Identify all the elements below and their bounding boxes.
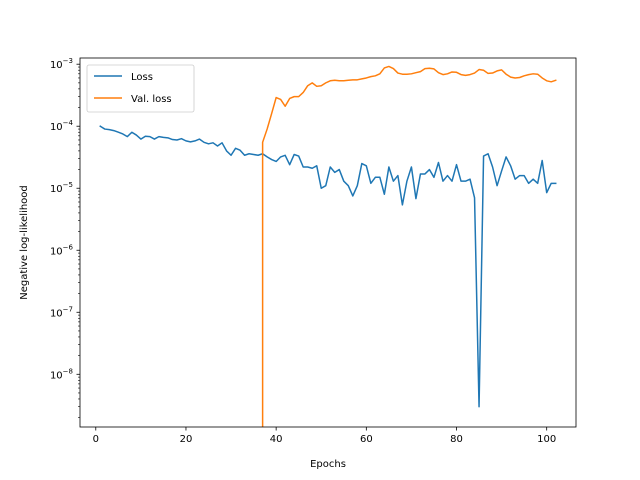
x-tick-label: 40: [270, 434, 283, 445]
y-tick-label: 10−5: [50, 181, 73, 195]
legend-label-val-loss: Val. loss: [131, 94, 172, 105]
series-layer: [99, 65, 557, 427]
x-tick-label: 100: [537, 434, 556, 445]
x-axis: 0 20 40 60 80 100: [93, 427, 556, 445]
y-axis: 10−8 10−7 10−6 10−5 10−4 10−3: [50, 57, 80, 418]
x-tick-label: 80: [450, 434, 463, 445]
y-tick-label: 10−8: [50, 367, 73, 381]
y-tick-label: 10−6: [50, 243, 74, 257]
x-axis-label: Epochs: [310, 459, 346, 470]
y-tick-label: 10−3: [50, 57, 73, 71]
legend-label-loss: Loss: [131, 72, 153, 83]
plot-frame: [79, 57, 577, 428]
legend: Loss Val. loss: [86, 64, 195, 113]
x-tick-label: 0: [93, 434, 99, 445]
series-line-loss: [99, 125, 557, 408]
y-tick-label: 10−7: [50, 305, 73, 319]
x-tick-label: 60: [360, 434, 373, 445]
x-tick-label: 20: [180, 434, 193, 445]
series-line-val-loss: [261, 65, 557, 427]
y-axis-label: Negative log-likelihood: [19, 185, 30, 300]
plot-area: [79, 57, 577, 428]
y-tick-label: 10−4: [50, 119, 74, 133]
